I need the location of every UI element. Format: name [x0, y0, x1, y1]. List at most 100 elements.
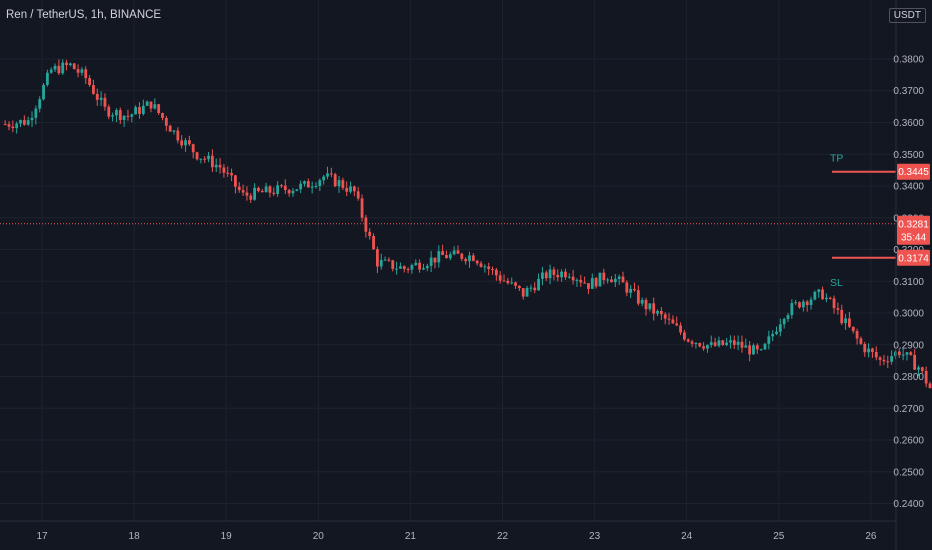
candle-body	[844, 318, 847, 324]
candle-body	[732, 340, 736, 345]
candle-body	[729, 340, 732, 343]
y-tick-label: 0.2500	[893, 467, 924, 478]
candle-body	[295, 189, 299, 191]
candle-body	[809, 299, 813, 306]
candle-body	[57, 65, 61, 74]
candle-body	[30, 117, 34, 121]
currency-button[interactable]: USDT	[888, 8, 926, 23]
candle-body	[283, 185, 287, 190]
candle-body	[928, 383, 932, 389]
candle-body	[821, 289, 824, 300]
candle-body	[276, 185, 280, 194]
candle-body	[422, 268, 425, 270]
candle-body	[725, 342, 729, 345]
candle-body	[245, 192, 249, 196]
candle-body	[410, 265, 414, 270]
candle-body	[49, 69, 53, 73]
candle-body	[399, 266, 402, 269]
candle-body	[418, 262, 422, 270]
candle-body	[521, 288, 525, 297]
candle-body	[318, 180, 322, 186]
y-tick-label: 0.3800	[893, 54, 924, 65]
candle-body	[805, 301, 809, 306]
candle-body	[798, 302, 801, 308]
candle-body	[736, 341, 740, 345]
candle-body	[502, 280, 506, 282]
candle-body	[19, 120, 22, 124]
candle-body	[115, 110, 118, 116]
candle-body	[141, 105, 145, 114]
candle-body	[157, 104, 161, 114]
candle-body	[721, 340, 725, 345]
candle-body	[801, 301, 805, 308]
candle-body	[241, 190, 245, 193]
candle-body	[322, 176, 326, 181]
candle-body	[897, 351, 901, 356]
candle-body	[448, 254, 452, 259]
candle-body	[68, 63, 72, 66]
time-axis[interactable]: 17 18 19 20 21 22 23 24 25 26	[36, 531, 876, 542]
candle-body	[291, 190, 295, 194]
candle-body	[122, 115, 126, 120]
candle-body	[391, 260, 395, 269]
candle-body	[429, 257, 433, 266]
candle-body	[640, 299, 644, 304]
candle-body	[395, 268, 398, 270]
candle-body	[564, 271, 567, 278]
x-tick-label: 17	[36, 531, 48, 542]
candle-body	[848, 318, 851, 327]
price-labels: TP 0.3445 SL 0.3174 0.3281 35:44	[830, 153, 930, 289]
candle-body	[544, 272, 548, 279]
candle-body	[859, 338, 863, 344]
candle-body	[88, 78, 91, 85]
candle-body	[694, 342, 698, 344]
candle-body	[11, 126, 15, 129]
candle-body	[329, 173, 333, 175]
candle-body	[924, 370, 928, 384]
x-tick-label: 18	[129, 531, 141, 542]
candle-body	[118, 110, 122, 120]
candle-body	[326, 173, 329, 177]
symbol-title[interactable]: Ren / TetherUS, 1h, BINANCE	[6, 9, 162, 21]
candle-body	[874, 351, 878, 358]
candle-body	[456, 250, 460, 254]
candle-body	[356, 191, 360, 199]
candle-body	[172, 130, 176, 132]
candle-body	[763, 343, 767, 350]
candle-body	[72, 63, 76, 70]
candle-body	[656, 310, 659, 314]
candle-body	[249, 195, 253, 200]
candle-body	[709, 342, 713, 345]
candle-body	[786, 315, 790, 320]
candle-body	[886, 361, 890, 363]
price-axis[interactable]: 0.38000.37000.36000.35000.34000.33000.32…	[893, 54, 924, 510]
candle-body	[790, 303, 794, 316]
y-tick-label: 0.3600	[893, 118, 924, 129]
candle-body	[587, 283, 590, 289]
candle-body	[682, 332, 686, 340]
candle-body	[548, 269, 552, 279]
candle-body	[863, 343, 867, 353]
y-tick-label: 0.3100	[893, 277, 924, 288]
y-tick-label: 0.2400	[893, 499, 924, 510]
candle-body	[34, 108, 38, 118]
candle-body	[625, 282, 629, 293]
price-label-value: 0.3445	[898, 167, 929, 178]
x-tick-label: 19	[221, 531, 233, 542]
candle-body	[782, 319, 786, 325]
candle-body	[387, 259, 391, 261]
candle-body	[590, 278, 594, 289]
last-price-value: 0.3281	[898, 219, 929, 230]
candle-body	[610, 279, 613, 283]
x-tick-label: 23	[589, 531, 601, 542]
x-tick-label: 26	[865, 531, 877, 542]
candle-body	[180, 140, 184, 146]
stop-loss-text: SL	[830, 277, 843, 289]
y-tick-label: 0.3400	[893, 182, 924, 193]
candle-body	[53, 65, 57, 70]
x-tick-label: 20	[313, 531, 325, 542]
candle-body	[345, 187, 349, 192]
candle-body	[851, 326, 855, 332]
candle-body	[594, 278, 598, 287]
